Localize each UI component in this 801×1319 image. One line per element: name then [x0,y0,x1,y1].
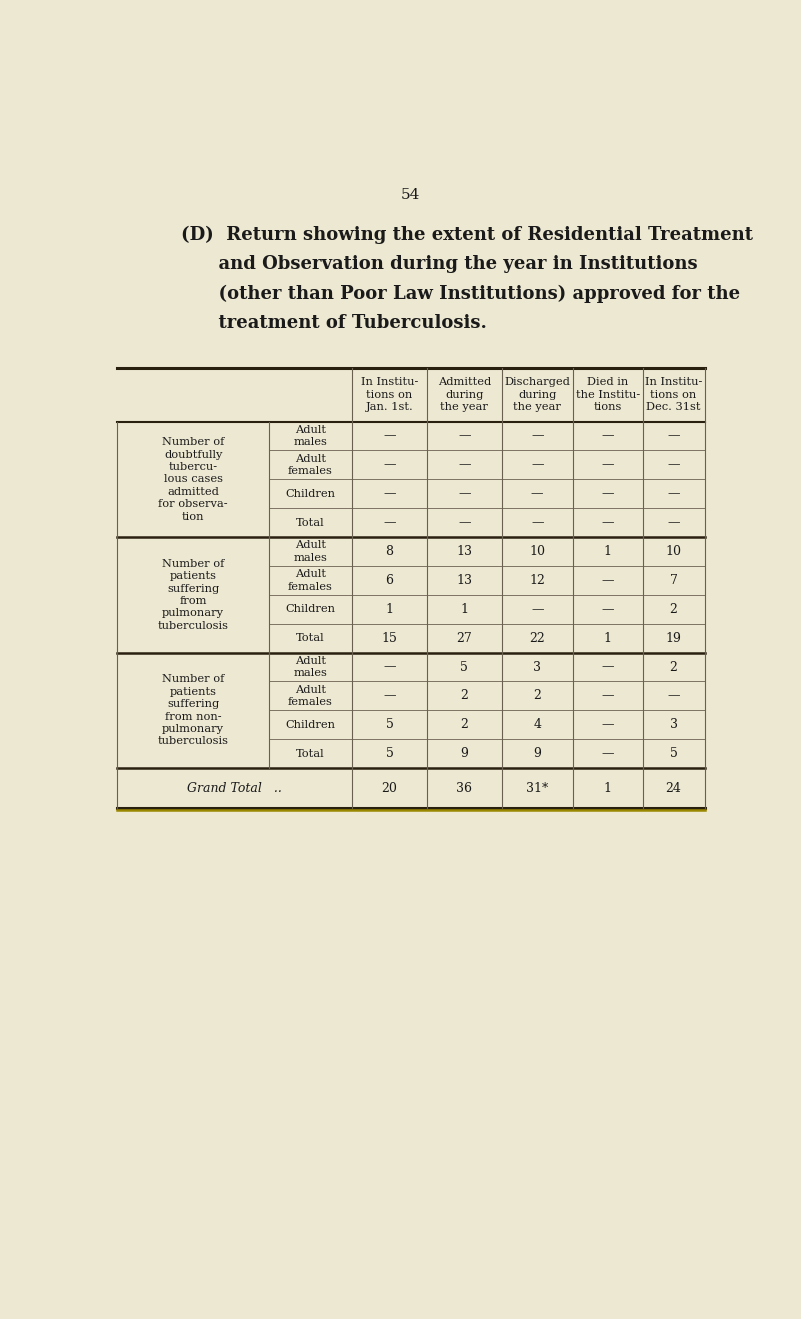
Text: (other than Poor Law Institutions) approved for the: (other than Poor Law Institutions) appro… [181,285,740,303]
Text: Total: Total [296,517,325,528]
Text: —: — [458,487,471,500]
Text: 3: 3 [670,719,678,731]
Text: —: — [384,487,396,500]
Text: —: — [458,516,471,529]
Text: In Institu-
tions on
Dec. 31st: In Institu- tions on Dec. 31st [645,377,702,413]
Text: 1: 1 [604,632,612,645]
Text: 13: 13 [457,574,473,587]
Text: —: — [384,661,396,674]
Text: —: — [384,690,396,703]
Text: 1: 1 [461,603,469,616]
Text: 24: 24 [666,782,682,794]
Text: 1: 1 [604,545,612,558]
Text: 54: 54 [400,187,421,202]
Text: 7: 7 [670,574,678,587]
Text: 22: 22 [529,632,545,645]
Text: 6: 6 [385,574,393,587]
Text: —: — [602,516,614,529]
Text: 10: 10 [529,545,545,558]
Text: 5: 5 [385,747,393,760]
Text: 2: 2 [670,603,678,616]
Text: Children: Children [285,489,336,499]
Text: Died in
the Institu-
tions: Died in the Institu- tions [576,377,640,413]
Text: 9: 9 [533,747,541,760]
Text: —: — [602,487,614,500]
Text: —: — [458,430,471,443]
Text: and Observation during the year in Institutions: and Observation during the year in Insti… [181,256,698,273]
Text: 8: 8 [385,545,393,558]
Text: —: — [602,459,614,471]
Text: 3: 3 [533,661,541,674]
Text: —: — [667,516,680,529]
Text: Number of
doubtfully
tubercu-
lous cases
admitted
for observa-
tion: Number of doubtfully tubercu- lous cases… [159,437,228,521]
Text: —: — [602,574,614,587]
Text: Children: Children [285,604,336,615]
Text: 2: 2 [670,661,678,674]
Text: Adult
females: Adult females [288,685,333,707]
Text: —: — [384,430,396,443]
Text: Adult
females: Adult females [288,454,333,476]
Text: (D)  Return showing the extent of Residential Treatment: (D) Return showing the extent of Residen… [181,226,753,244]
Text: 12: 12 [529,574,545,587]
Text: Total: Total [296,749,325,758]
Text: treatment of Tuberculosis.: treatment of Tuberculosis. [181,314,487,332]
Text: 2: 2 [461,719,469,731]
Text: 4: 4 [533,719,541,731]
Text: —: — [531,430,543,443]
Text: 13: 13 [457,545,473,558]
Text: 5: 5 [670,747,678,760]
Text: Number of
patients
suffering
from non-
pulmonary
tuberculosis: Number of patients suffering from non- p… [158,674,228,747]
Text: —: — [458,459,471,471]
Text: Total: Total [296,633,325,644]
Text: —​: —​ [531,487,543,500]
Text: 9: 9 [461,747,469,760]
Text: —: — [602,603,614,616]
Text: Children: Children [285,720,336,729]
Text: —​: —​ [602,719,614,731]
Text: Adult
females: Adult females [288,570,333,592]
Text: Number of
patients
suffering
from
pulmonary
tuberculosis: Number of patients suffering from pulmon… [158,559,228,630]
Text: 2: 2 [533,690,541,703]
Text: 1: 1 [604,782,612,794]
Text: —: — [531,603,543,616]
Text: Admitted
during
the year: Admitted during the year [438,377,491,413]
Text: 5: 5 [385,719,393,731]
Text: In Institu-
tions on
Jan. 1st.: In Institu- tions on Jan. 1st. [361,377,418,413]
Text: 1: 1 [385,603,393,616]
Text: —: — [531,459,543,471]
Text: —: — [667,690,680,703]
Text: Discharged
during
the year: Discharged during the year [505,377,570,413]
Text: —: — [602,430,614,443]
Text: Adult
males: Adult males [294,541,328,563]
Text: —: — [667,487,680,500]
Text: 31*: 31* [526,782,549,794]
Text: 27: 27 [457,632,473,645]
Text: 2: 2 [461,690,469,703]
Text: 19: 19 [666,632,682,645]
Text: —: — [384,516,396,529]
Text: —: — [602,747,614,760]
Text: 20: 20 [381,782,397,794]
Text: —: — [384,459,396,471]
Text: —: — [602,690,614,703]
Text: —: — [667,459,680,471]
Text: 10: 10 [666,545,682,558]
Text: Adult
males: Adult males [294,656,328,678]
Text: 36: 36 [457,782,473,794]
Text: Adult
males: Adult males [294,425,328,447]
Text: —: — [667,430,680,443]
Text: 5: 5 [461,661,469,674]
Text: —: — [602,661,614,674]
Text: —: — [531,516,543,529]
Text: Grand Total   ..: Grand Total .. [187,782,282,794]
Text: 15: 15 [381,632,397,645]
